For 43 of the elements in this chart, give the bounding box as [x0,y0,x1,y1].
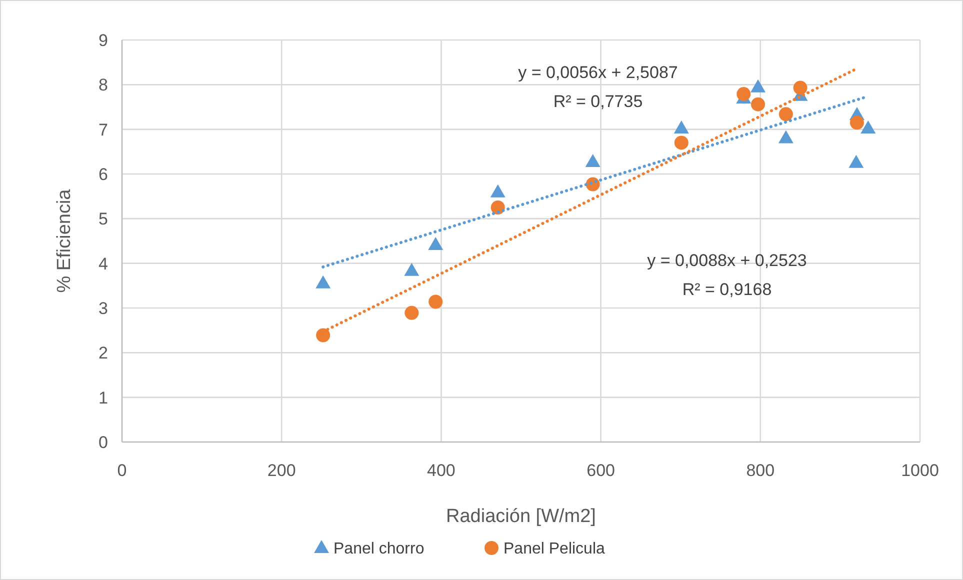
x-tick-label: 200 [267,461,296,480]
y-tick-label: 8 [98,76,108,95]
annotation: R² = 0,7735 [553,92,643,111]
x-axis-title: Radiación [W/m2] [446,506,596,527]
legend-label: Panel chorro [334,540,424,558]
point [674,136,688,150]
x-tick-label: 0 [117,461,127,480]
point [778,130,794,144]
y-tick-label: 3 [98,298,108,318]
annotation: y = 0,0088x + 0,2523 [647,250,807,270]
y-tick-label: 7 [98,120,108,140]
legend-label: Panel Pelicula [504,540,605,558]
point [585,154,600,167]
y-axis-title: % Eficiencia [54,188,75,293]
y-tick-label: 2 [98,344,108,363]
point [860,120,876,134]
x-tick-label: 800 [746,461,775,480]
y-tick-label: 5 [98,210,108,229]
point [490,184,506,198]
point [404,262,420,276]
x-tick-label: 400 [427,461,456,480]
y-tick-label: 1 [98,388,108,408]
point [793,80,808,95]
y-tick-label: 6 [98,164,108,184]
annotation: R² = 0,9168 [682,280,772,299]
point [736,87,751,102]
y-tick-label: 4 [98,254,108,274]
point [428,237,444,250]
point [404,306,419,320]
point [751,97,766,112]
point [428,294,443,309]
point [750,79,766,92]
point [850,116,864,130]
x-tick-label: 1000 [901,461,939,480]
y-tick-label: 9 [98,30,108,50]
point [674,120,689,134]
point [316,275,331,288]
annotation: y = 0,0056x + 2,5087 [518,62,678,82]
point [316,328,330,342]
point [848,154,864,168]
y-tick-label: 0 [98,432,108,452]
x-tick-label: 600 [586,461,615,480]
point [778,107,793,122]
